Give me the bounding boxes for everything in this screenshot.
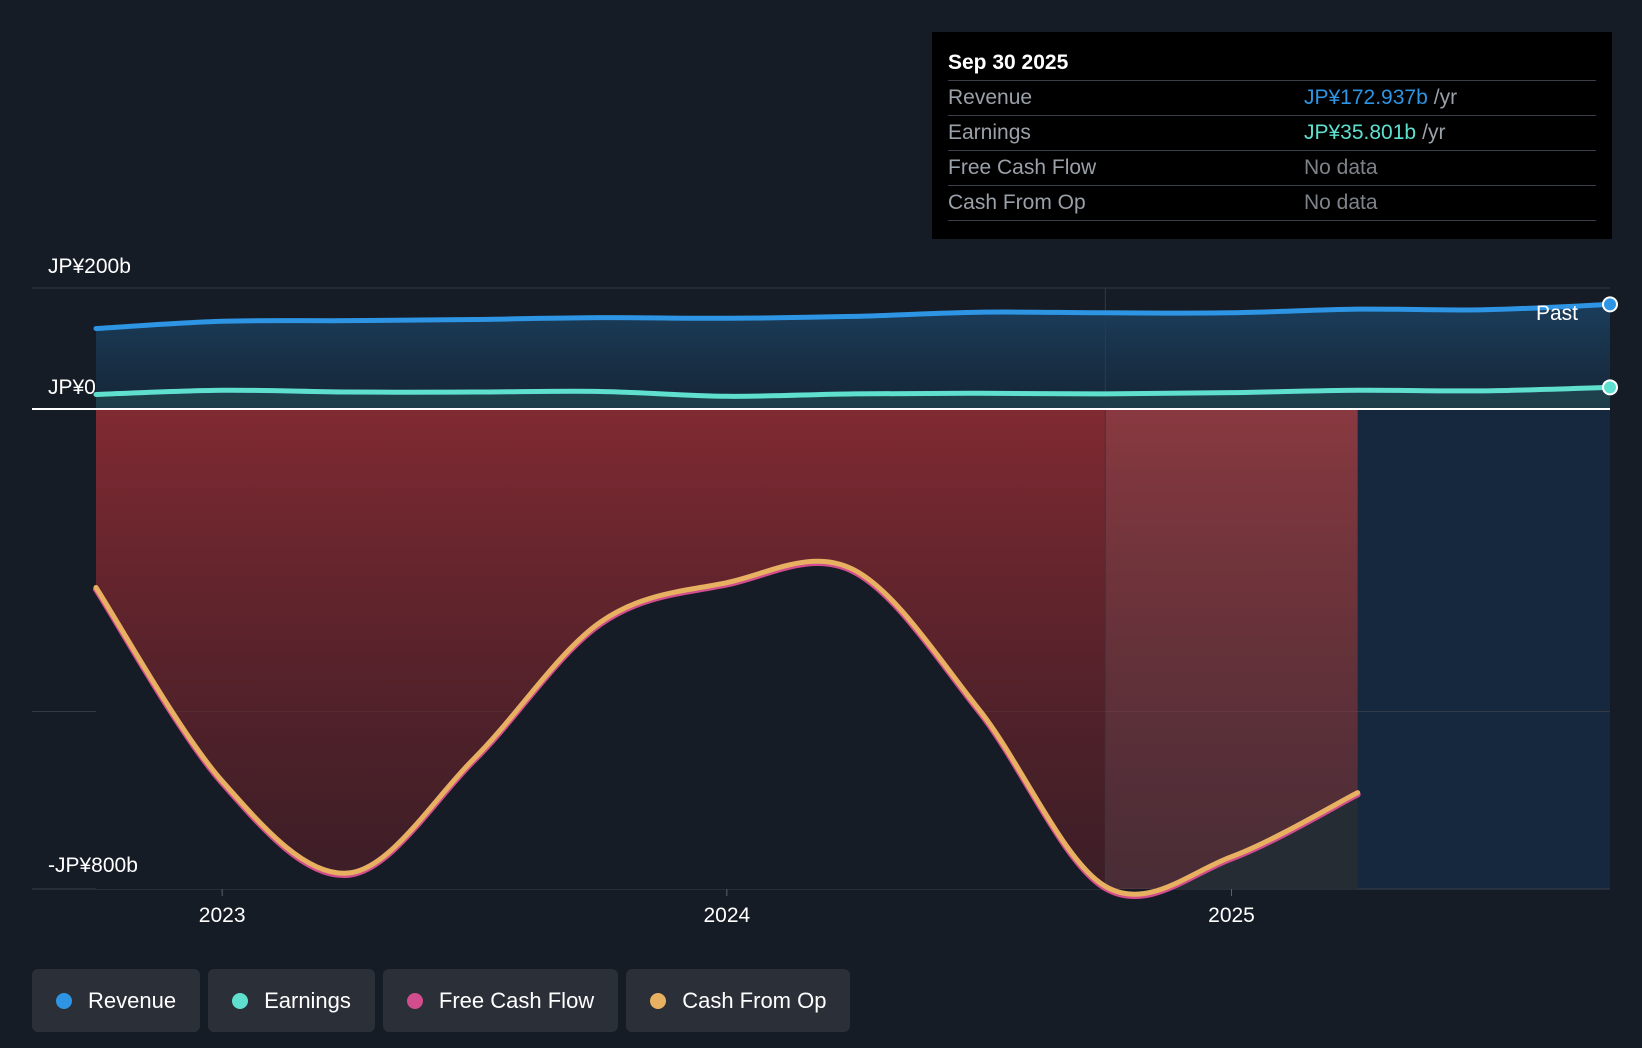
x-tick-label: 2024	[703, 904, 750, 927]
earnings-dot-icon	[232, 992, 249, 1009]
tooltip-row-revenue: Revenue JP¥172.937b /yr	[948, 81, 1596, 116]
tooltip-row-cash-from-op: Cash From Op No data	[948, 186, 1596, 221]
tooltip-row-free-cash-flow: Free Cash Flow No data	[948, 151, 1596, 186]
past-label: Past	[1536, 302, 1578, 325]
revenue-endpoint	[1602, 296, 1618, 313]
tooltip-panel: Sep 30 2025 Revenue JP¥172.937b /yr Earn…	[932, 32, 1612, 239]
legend-item-free-cash-flow[interactable]: Free Cash Flow	[382, 969, 619, 1032]
tooltip-label: Revenue	[948, 86, 1033, 109]
legend-item-revenue[interactable]: Revenue	[32, 969, 201, 1032]
revenue-dot-icon	[56, 992, 72, 1009]
free-cash-flow-dot-icon	[406, 992, 423, 1009]
y-axis-label: -JP¥800b	[48, 854, 138, 877]
tooltip-label: Earnings	[948, 121, 1031, 144]
earnings-line	[93, 384, 1613, 399]
tooltip-row-earnings: Earnings JP¥35.801b /yr	[948, 116, 1596, 151]
earnings-endpoint	[1602, 379, 1618, 396]
past-highlight-region	[1105, 409, 1358, 889]
tooltip-label: Cash From Op	[948, 191, 1086, 214]
revenue-area	[96, 304, 1610, 409]
legend-label: Revenue	[88, 987, 177, 1013]
tooltip-value: No data	[1304, 191, 1378, 214]
tooltip-value: JP¥35.801b	[1304, 121, 1417, 144]
tooltip-label: Free Cash Flow	[948, 156, 1097, 179]
y-axis-label: JP¥200b	[48, 255, 131, 278]
tooltip-unit: /yr	[1433, 86, 1458, 109]
legend: Revenue Earnings Free Cash Flow Cash Fro…	[32, 969, 851, 1032]
x-tick-label: 2023	[199, 904, 246, 927]
legend-label: Earnings	[264, 987, 351, 1013]
cfo-line	[93, 558, 1361, 897]
tooltip-unit: /yr	[1422, 121, 1446, 144]
cash-from-op-dot-icon	[650, 992, 667, 1009]
legend-item-earnings[interactable]: Earnings	[208, 969, 375, 1032]
revenue-line	[93, 301, 1613, 332]
tooltip-value: JP¥172.937b	[1304, 86, 1428, 109]
forecast-region-shade	[1357, 409, 1610, 889]
y-axis-labels: JP¥200b JP¥0 -JP¥800b	[48, 255, 138, 877]
y-axis-label: JP¥0	[48, 376, 96, 399]
tooltip-value: No data	[1304, 156, 1378, 179]
x-tick-label: 2025	[1208, 904, 1255, 927]
series-lines	[93, 301, 1613, 900]
x-axis-ticks: 2023 2024 2025	[199, 889, 1255, 927]
legend-label: Cash From Op	[682, 987, 827, 1013]
legend-item-cash-from-op[interactable]: Cash From Op	[626, 969, 851, 1032]
series-endpoints	[1602, 296, 1618, 396]
legend-label: Free Cash Flow	[438, 987, 595, 1013]
chart: JP¥200b JP¥0 -JP¥800b 2023 2024 2025 Past	[32, 255, 1618, 927]
tooltip-date: Sep 30 2025	[948, 46, 1596, 81]
